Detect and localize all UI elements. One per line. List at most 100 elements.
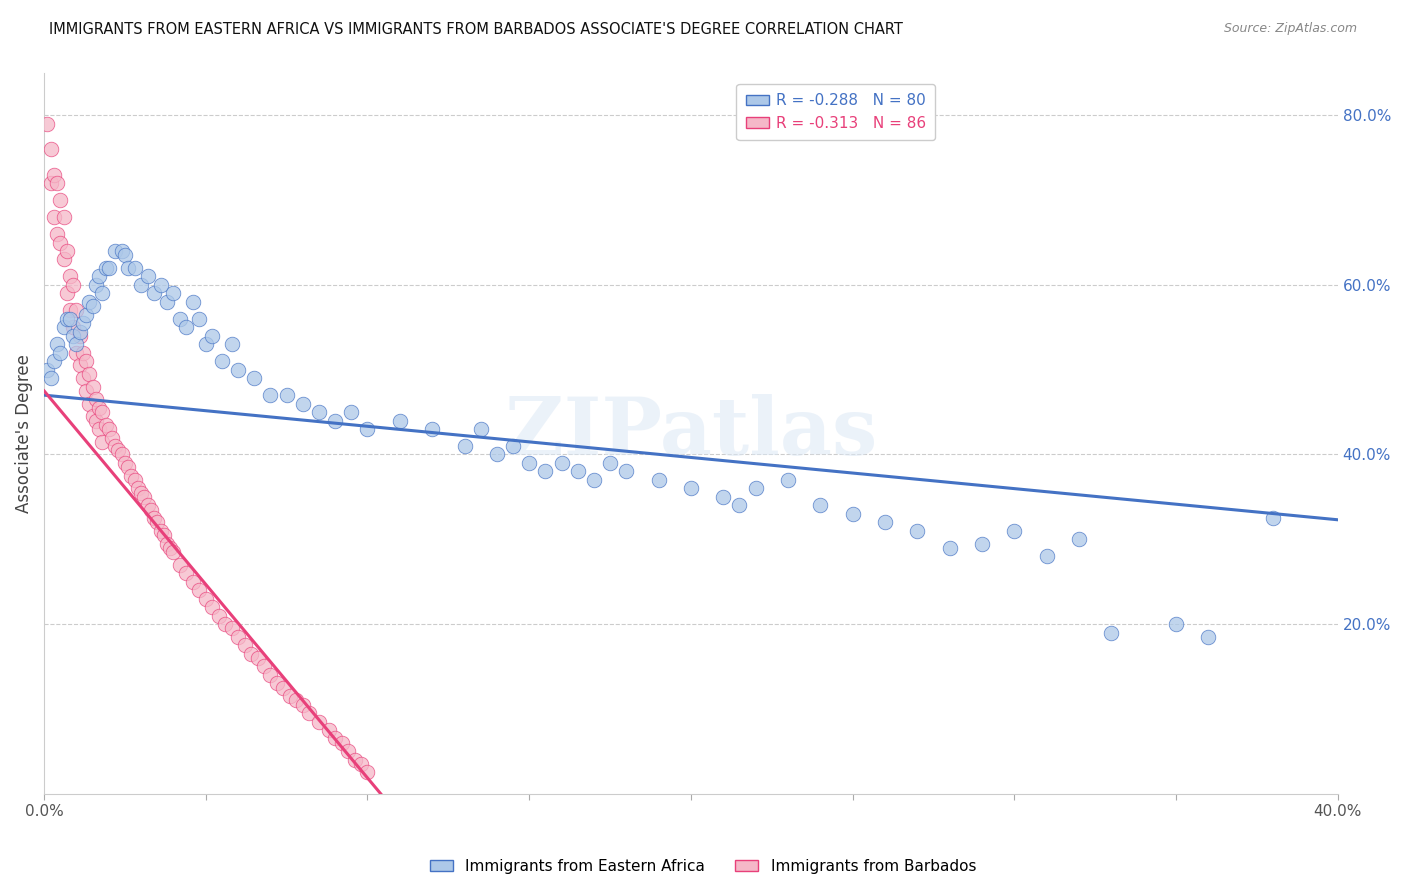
Point bbox=[97, 260, 120, 275]
Point bbox=[156, 536, 179, 550]
Point bbox=[75, 308, 97, 322]
Point bbox=[37, 117, 59, 131]
Point bbox=[567, 465, 589, 479]
Point bbox=[79, 396, 101, 410]
Point bbox=[744, 482, 766, 496]
Point bbox=[79, 367, 101, 381]
Point bbox=[46, 176, 69, 190]
Point bbox=[298, 706, 321, 720]
Point bbox=[127, 482, 149, 496]
Point bbox=[46, 337, 69, 351]
Point bbox=[599, 456, 621, 470]
Point bbox=[485, 448, 508, 462]
Point bbox=[143, 286, 166, 301]
Point bbox=[278, 689, 301, 703]
Point bbox=[221, 337, 243, 351]
Point bbox=[134, 490, 156, 504]
Point bbox=[79, 294, 101, 309]
Point bbox=[55, 286, 77, 301]
Point bbox=[59, 303, 82, 318]
Point bbox=[136, 269, 159, 284]
Point bbox=[1197, 630, 1219, 644]
Point bbox=[65, 337, 87, 351]
Point bbox=[905, 524, 928, 538]
Point bbox=[808, 499, 831, 513]
Point bbox=[323, 413, 346, 427]
Point bbox=[107, 443, 129, 458]
Point bbox=[1035, 549, 1057, 564]
Point bbox=[1261, 511, 1284, 525]
Point bbox=[49, 345, 72, 359]
Point bbox=[82, 299, 104, 313]
Point bbox=[201, 600, 224, 615]
Point bbox=[94, 417, 117, 432]
Point bbox=[146, 516, 169, 530]
Point bbox=[330, 736, 353, 750]
Point bbox=[233, 638, 256, 652]
Point bbox=[143, 511, 166, 525]
Point bbox=[75, 384, 97, 398]
Point bbox=[176, 320, 198, 334]
Point bbox=[188, 311, 211, 326]
Point bbox=[259, 668, 281, 682]
Point bbox=[162, 545, 184, 559]
Point bbox=[243, 371, 266, 385]
Point bbox=[679, 482, 702, 496]
Point bbox=[124, 473, 146, 487]
Point bbox=[104, 244, 127, 258]
Point bbox=[226, 362, 249, 376]
Point bbox=[246, 651, 269, 665]
Point bbox=[39, 142, 62, 156]
Point bbox=[1067, 533, 1090, 547]
Point bbox=[120, 468, 142, 483]
Point bbox=[291, 396, 314, 410]
Point bbox=[453, 439, 475, 453]
Point bbox=[87, 269, 110, 284]
Point bbox=[52, 320, 75, 334]
Point bbox=[129, 485, 152, 500]
Point bbox=[117, 260, 139, 275]
Point bbox=[647, 473, 669, 487]
Point bbox=[276, 388, 298, 402]
Text: ZIPatlas: ZIPatlas bbox=[505, 394, 877, 472]
Point bbox=[285, 693, 308, 707]
Point bbox=[136, 499, 159, 513]
Point bbox=[470, 422, 492, 436]
Text: Source: ZipAtlas.com: Source: ZipAtlas.com bbox=[1223, 22, 1357, 36]
Point bbox=[42, 354, 65, 368]
Point bbox=[69, 359, 91, 373]
Point bbox=[728, 499, 751, 513]
Point bbox=[873, 516, 896, 530]
Point bbox=[517, 456, 540, 470]
Point bbox=[266, 676, 288, 690]
Point bbox=[776, 473, 799, 487]
Legend: R = -0.288   N = 80, R = -0.313   N = 86: R = -0.288 N = 80, R = -0.313 N = 86 bbox=[737, 84, 935, 140]
Point bbox=[75, 354, 97, 368]
Point bbox=[194, 591, 217, 606]
Point bbox=[91, 286, 114, 301]
Point bbox=[139, 502, 162, 516]
Point bbox=[841, 507, 863, 521]
Y-axis label: Associate's Degree: Associate's Degree bbox=[15, 354, 32, 513]
Point bbox=[82, 379, 104, 393]
Point bbox=[52, 210, 75, 224]
Point bbox=[240, 647, 263, 661]
Point bbox=[72, 316, 94, 330]
Point bbox=[226, 630, 249, 644]
Point bbox=[59, 269, 82, 284]
Point bbox=[169, 311, 191, 326]
Point bbox=[343, 753, 366, 767]
Point bbox=[169, 558, 191, 572]
Point bbox=[308, 714, 330, 729]
Point bbox=[291, 698, 314, 712]
Point bbox=[323, 731, 346, 746]
Point bbox=[39, 176, 62, 190]
Point bbox=[59, 311, 82, 326]
Point bbox=[72, 345, 94, 359]
Point bbox=[1164, 617, 1187, 632]
Point bbox=[42, 168, 65, 182]
Point bbox=[101, 431, 124, 445]
Point bbox=[69, 328, 91, 343]
Point bbox=[52, 252, 75, 267]
Point bbox=[208, 608, 231, 623]
